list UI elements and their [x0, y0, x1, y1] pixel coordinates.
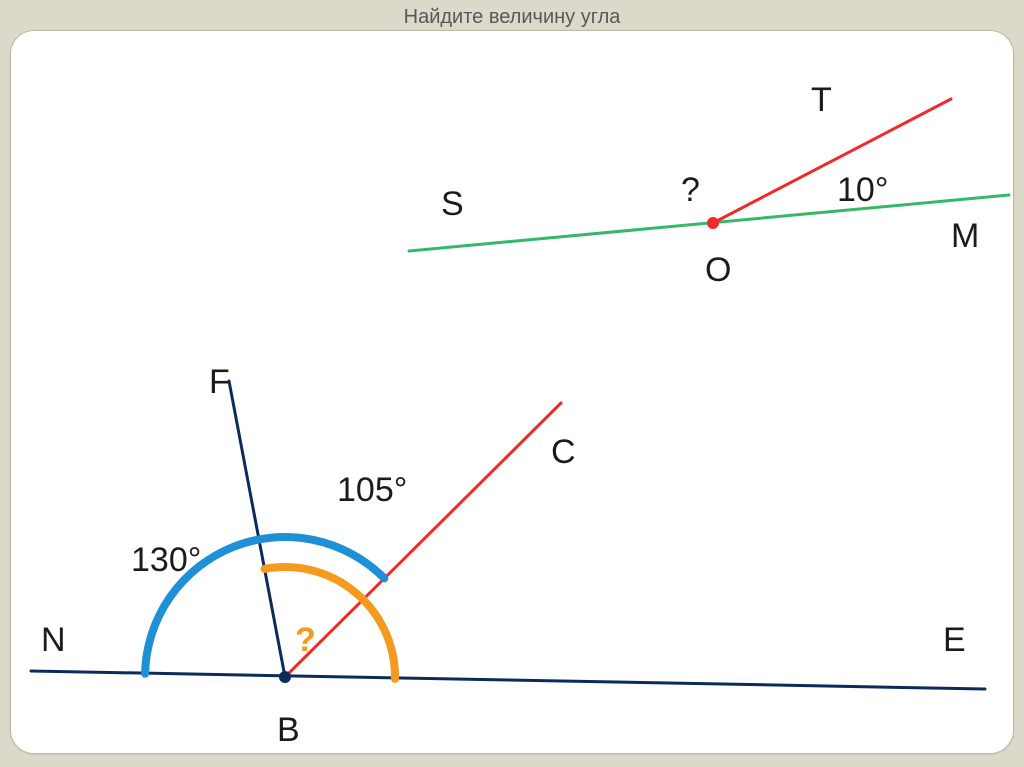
svg-text:M: M: [951, 217, 979, 255]
svg-text:?: ?: [681, 171, 700, 209]
svg-text:B: B: [277, 711, 300, 749]
svg-text:?: ?: [295, 621, 316, 659]
svg-text:N: N: [41, 621, 66, 659]
svg-text:10°: 10°: [837, 171, 888, 209]
svg-text:T: T: [811, 81, 832, 119]
svg-text:130°: 130°: [131, 541, 201, 579]
svg-text:C: C: [551, 433, 576, 471]
page-title: Найдите величину угла: [0, 0, 1024, 29]
diagram-card: T S M O? 10° F C N E B 130° 105°?: [10, 30, 1014, 754]
svg-text:F: F: [209, 363, 230, 401]
svg-text:E: E: [943, 621, 966, 659]
geometry-diagram: T S M O? 10° F C N E B 130° 105°?: [11, 31, 1013, 753]
svg-text:O: O: [705, 251, 731, 289]
svg-text:S: S: [441, 185, 464, 223]
svg-text:105°: 105°: [337, 471, 407, 509]
